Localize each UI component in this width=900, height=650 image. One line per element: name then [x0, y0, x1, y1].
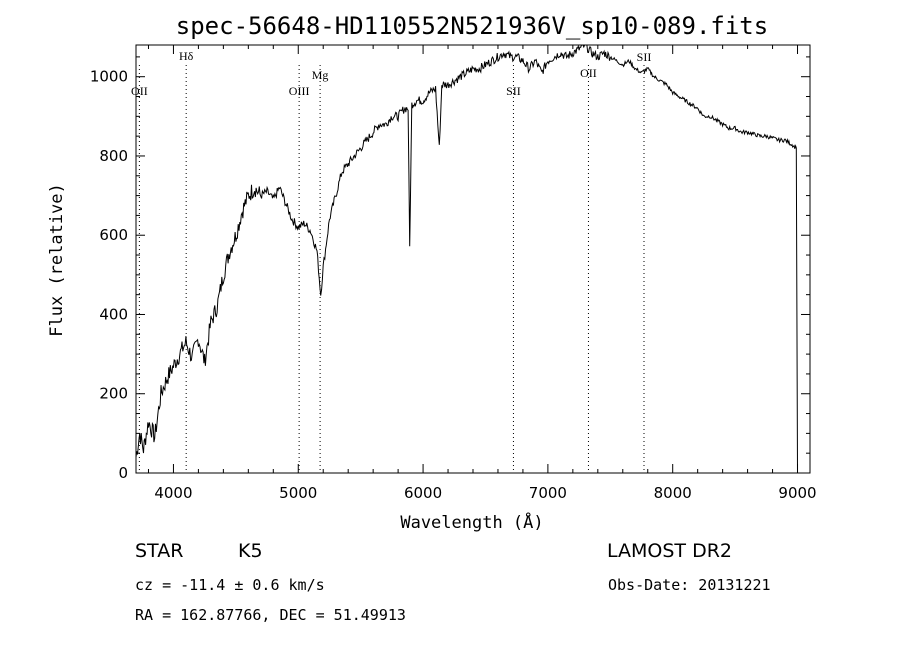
x-axis-label: Wavelength (Å): [400, 511, 543, 533]
x-tick-label: 4000: [154, 484, 192, 502]
y-tick-label: 800: [99, 147, 128, 165]
line-label: Mg: [312, 68, 329, 82]
coordinates: RA = 162.87766, DEC = 51.49913: [135, 606, 406, 624]
x-tick-label: 9000: [778, 484, 816, 502]
radial-velocity: cz = -11.4 ± 0.6 km/s: [135, 576, 325, 594]
x-tick-label: 7000: [529, 484, 567, 502]
y-tick-label: 200: [99, 385, 128, 403]
plot-frame: [135, 44, 811, 474]
object-type: STAR: [135, 540, 184, 562]
line-label: SII: [637, 50, 652, 64]
x-tick-label: 6000: [404, 484, 442, 502]
line-label: OII: [131, 84, 148, 98]
x-tick-label: 8000: [654, 484, 692, 502]
line-label: Hδ: [179, 49, 194, 63]
line-label: SII: [506, 84, 521, 98]
y-tick-label: 1000: [90, 68, 128, 86]
spectral-subclass: K5: [238, 540, 263, 562]
line-label: OII: [580, 66, 597, 80]
survey-name: LAMOST DR2: [607, 540, 732, 562]
line-label: OIII: [289, 84, 310, 98]
spectrum-line: [135, 44, 798, 474]
y-tick-label: 600: [99, 226, 128, 244]
x-tick-label: 5000: [279, 484, 317, 502]
y-axis-label: Flux (relative): [47, 183, 67, 337]
chart-title: spec-56648-HD110552N521936V_sp10-089.fit…: [176, 12, 768, 40]
y-tick-label: 0: [118, 464, 128, 482]
y-tick-label: 400: [99, 305, 128, 323]
observation-date: Obs-Date: 20131221: [608, 576, 771, 594]
